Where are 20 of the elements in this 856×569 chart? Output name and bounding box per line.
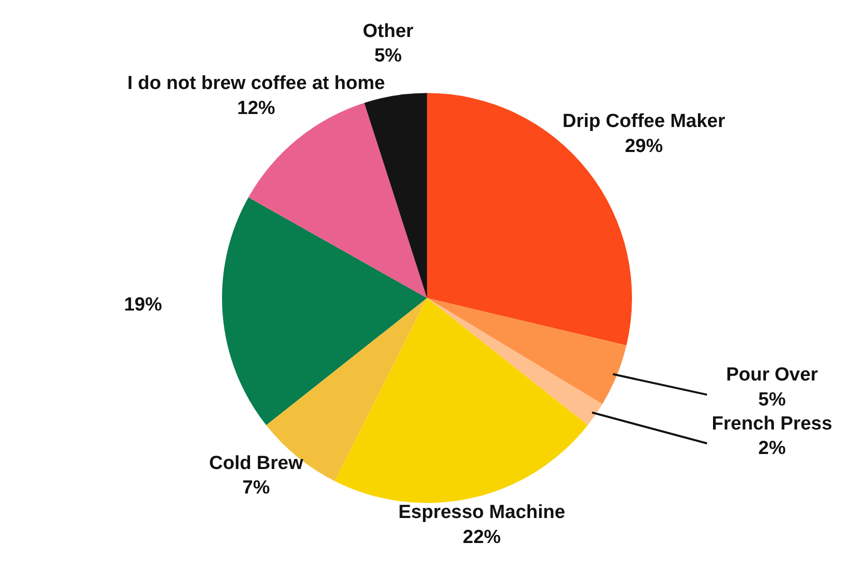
data-label: 22% [462,526,501,548]
data-label: 5% [758,389,786,410]
slice-label: Espresso Machine [398,502,566,524]
data-label: 29% [624,136,663,157]
data-label: 2% [758,438,786,460]
pie-slice [427,298,626,404]
data-label: 5% [374,46,402,67]
slice-label: I do not brew coffee at home [127,73,385,94]
pie-slice [364,93,427,298]
pie-slice [222,197,427,426]
pie-slice [427,298,602,426]
data-label: 7% [242,478,270,499]
data-label: 12% [237,98,276,119]
slice-label: French Press [712,413,832,434]
slice-label: Other [362,20,414,42]
data-label: 19% [124,294,162,316]
slice-label: Drip Coffee Maker [562,111,726,132]
pie-slice [334,298,588,503]
slice-label: Pour Over [726,364,819,386]
slice-label: Cold Brew [209,452,304,474]
